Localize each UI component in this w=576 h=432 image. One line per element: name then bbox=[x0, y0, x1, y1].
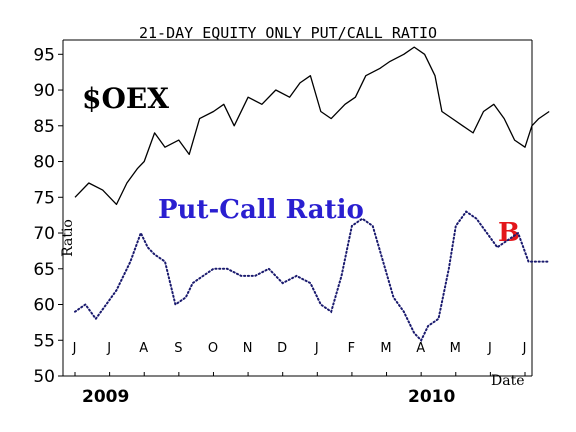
oex-annotation: $OEX bbox=[82, 82, 169, 115]
series-line-oex bbox=[74, 46, 550, 206]
x-tick-label: J bbox=[522, 341, 528, 356]
x-tick-label: S bbox=[174, 341, 183, 356]
x-tick-label: A bbox=[139, 341, 149, 356]
y-tick-label: 60 bbox=[33, 296, 55, 316]
year-label-2010: 2010 bbox=[408, 387, 455, 407]
x-tick-label: M bbox=[450, 341, 462, 356]
series-line-put-call-ratio bbox=[74, 210, 551, 343]
x-tick-label: A bbox=[416, 341, 426, 356]
y-tick-label: 80 bbox=[33, 153, 55, 173]
year-label-2009: 2009 bbox=[82, 387, 129, 407]
put-call-ratio-annotation: Put-Call Ratio bbox=[158, 195, 364, 225]
x-tick-label: J bbox=[106, 341, 112, 356]
y-tick-label: 90 bbox=[33, 81, 55, 101]
chart-title: 21-DAY EQUITY ONLY PUT/CALL RATIO bbox=[139, 24, 437, 42]
y-tick-label: 55 bbox=[33, 331, 55, 351]
x-tick-label: O bbox=[208, 341, 219, 356]
y-tick-label: 70 bbox=[33, 224, 55, 244]
x-tick-label: J bbox=[487, 341, 493, 356]
x-tick-label: F bbox=[348, 341, 356, 356]
x-axis-label: Date bbox=[491, 373, 524, 389]
x-tick-label: D bbox=[277, 341, 288, 356]
y-tick-label: 95 bbox=[33, 45, 55, 65]
y-tick-label: 85 bbox=[33, 117, 55, 137]
y-tick-label: 50 bbox=[33, 367, 55, 387]
buy-signal-annotation: B bbox=[498, 218, 520, 248]
y-tick-label: 65 bbox=[33, 260, 55, 280]
x-tick-label: N bbox=[243, 341, 254, 356]
x-tick-label: M bbox=[380, 341, 392, 356]
x-tick-label: J bbox=[72, 341, 78, 356]
y-axis-label: Ratio bbox=[60, 219, 76, 257]
y-tick-label: 75 bbox=[33, 188, 55, 208]
x-tick-label: J bbox=[314, 341, 320, 356]
